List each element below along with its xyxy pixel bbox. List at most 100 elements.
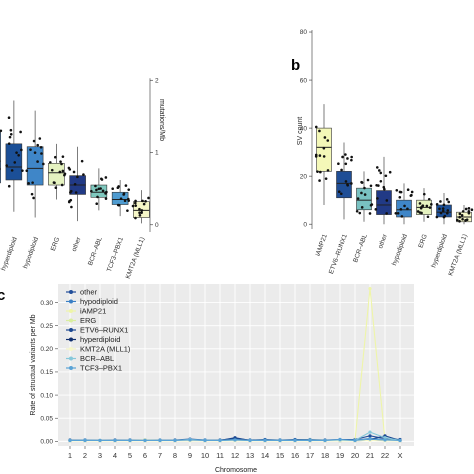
point-other: [73, 183, 77, 186]
point-etv6-runx1: [350, 182, 353, 185]
box-bcr-abl: [90, 184, 108, 198]
x-tick-label-20: 20: [351, 451, 359, 460]
series-point-tcf3-pbx1: [263, 438, 267, 443]
point-hypodiploid: [30, 192, 34, 196]
x-tick-label-hypodiploid: hypodiploid: [391, 233, 409, 267]
panel-b-letter: b: [291, 57, 300, 74]
point-unlabeled: [0, 167, 1, 171]
point-kmt2a-mll1: [467, 210, 471, 213]
panel-b-y-axis-title: SV count: [297, 117, 304, 145]
panel-a-y-axis-title: mutations/Mb: [158, 99, 165, 141]
point-etv6-runx1: [341, 155, 344, 159]
point-bcr-abl: [360, 191, 363, 195]
panel-c-x-axis-title: Chromosome: [215, 467, 257, 474]
point-hyperdiploid: [438, 207, 441, 211]
point-bcr-abl: [104, 197, 108, 200]
y-tick-label-4: 0.20: [40, 346, 53, 353]
legend-key-point-bcr-abl: [69, 356, 73, 361]
point-kmt2a-mll1: [464, 219, 467, 222]
point-tcf3-pbx1: [127, 199, 131, 202]
point-kmt2a-mll1: [464, 207, 468, 211]
point-hypodiploid: [33, 151, 37, 154]
point-tcf3-pbx1: [127, 188, 131, 191]
x-tick-label-9: 9: [188, 451, 192, 460]
point-other: [378, 169, 381, 172]
series-point-tcf3-pbx1: [308, 438, 312, 443]
panel-b-plot-area: [314, 104, 474, 225]
series-point-tcf3-pbx1: [113, 438, 117, 443]
panel-c-series-lines: [68, 287, 402, 443]
series-point-tcf3-pbx1: [278, 438, 282, 443]
x-tick-label-17: 17: [306, 451, 314, 460]
point-tcf3-pbx1: [124, 184, 128, 187]
series-point-tcf3-pbx1: [323, 438, 327, 443]
series-point-tcf3-pbx1: [98, 438, 102, 443]
panel-a-plot-area: [0, 100, 150, 224]
point-kmt2a-mll1: [458, 215, 461, 219]
legend-key-point-etv6-runx1: [69, 328, 73, 332]
series-point-tcf3-pbx1: [218, 438, 222, 443]
point-hyperdiploid: [446, 211, 449, 215]
box-iamp21: [316, 127, 332, 172]
point-other: [74, 191, 78, 194]
point-erg: [61, 169, 65, 173]
point-iamp21: [322, 155, 326, 158]
box-hypodiploid: [26, 146, 44, 186]
y-tick-label-60: 60: [300, 77, 308, 84]
point-other: [375, 166, 379, 169]
point-erg: [58, 170, 62, 174]
x-tick-label-15: 15: [276, 451, 284, 460]
x-tick-label-tcf3-pbx1: TCF3–PBX1: [106, 236, 125, 273]
point-other: [69, 191, 72, 194]
legend-label-bcr-abl: BCR–ABL: [80, 354, 114, 363]
point-kmt2a-mll1: [460, 214, 464, 217]
point-hyperdiploid: [447, 200, 451, 204]
x-tick-label-13: 13: [246, 451, 254, 460]
x-tick-label-7: 7: [158, 451, 162, 460]
y-tick-label-0: 0.00: [40, 439, 53, 446]
x-tick-label-erg: ERG: [50, 236, 61, 252]
point-other: [388, 170, 392, 174]
point-other: [374, 208, 378, 211]
point-hyperdiploid: [9, 128, 13, 132]
point-bcr-abl: [101, 189, 105, 193]
point-hypodiploid: [395, 188, 399, 192]
point-erg: [418, 202, 422, 205]
point-kmt2a-mll1: [134, 199, 137, 203]
point-hyperdiploid: [441, 207, 445, 210]
series-point-tcf3-pbx1: [383, 438, 387, 442]
point-iamp21: [326, 169, 330, 172]
point-other: [385, 212, 388, 215]
y-tick-label-40: 40: [300, 125, 308, 132]
panel-c-legend: otherhypodiploidiAMP21ERGETV6–RUNX1hyper…: [66, 288, 131, 373]
series-point-tcf3-pbx1: [83, 438, 87, 443]
point-etv6-runx1: [344, 162, 348, 166]
point-kmt2a-mll1: [131, 204, 135, 208]
legend-label-erg: ERG: [80, 316, 96, 325]
point-other: [76, 175, 79, 179]
point-etv6-runx1: [344, 180, 348, 183]
point-hyperdiploid: [441, 209, 445, 213]
x-tick-label-kmt2a-mll1: KMT2A (MLL1): [447, 233, 469, 276]
point-etv6-runx1: [337, 190, 341, 193]
legend-label-etv6-runx1: ETV6–RUNX1: [80, 326, 128, 335]
x-tick-label-hyperdiploid: hyperdiploid: [430, 233, 449, 269]
point-hypodiploid: [36, 143, 40, 147]
panel-a-x-tick-labels: hyperdiploid hypodiploid ERG other BCR–ABL TC…: [0, 236, 146, 280]
x-tick-label-1: 1: [68, 451, 72, 460]
x-tick-label-12: 12: [231, 451, 239, 460]
box-erg: [48, 163, 65, 186]
point-etv6-runx1: [346, 157, 349, 160]
series-point-tcf3-pbx1: [158, 438, 162, 443]
y-tick-label-3: 0.15: [40, 369, 53, 376]
point-kmt2a-mll1: [458, 212, 462, 216]
series-point-tcf3-pbx1: [173, 438, 177, 443]
point-hyperdiploid: [443, 214, 447, 218]
point-other: [67, 166, 71, 170]
point-hypodiploid: [398, 195, 402, 199]
point-hyperdiploid: [7, 184, 11, 188]
point-hypodiploid: [42, 162, 45, 166]
point-other: [67, 200, 71, 204]
series-point-tcf3-pbx1: [398, 438, 402, 443]
point-iamp21: [314, 153, 318, 157]
